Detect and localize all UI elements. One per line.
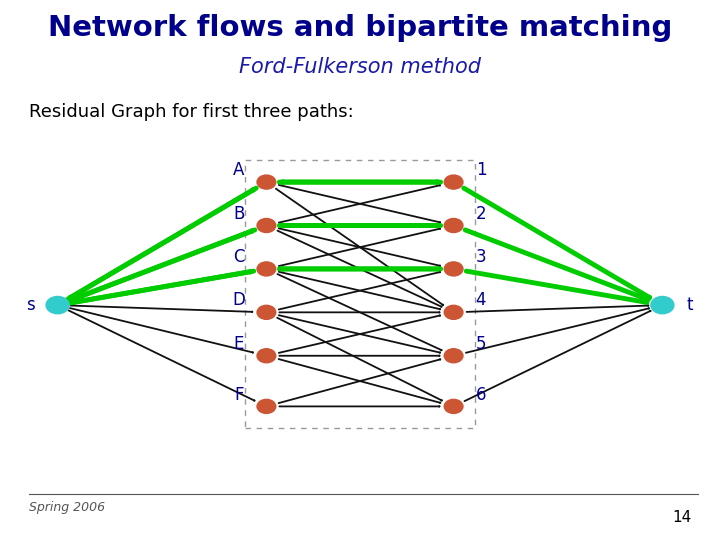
Circle shape: [257, 305, 276, 319]
Text: Residual Graph for first three paths:: Residual Graph for first three paths:: [29, 103, 354, 120]
Text: 1: 1: [476, 161, 486, 179]
Text: s: s: [26, 296, 35, 314]
Circle shape: [257, 349, 276, 363]
Circle shape: [444, 349, 463, 363]
Circle shape: [444, 219, 463, 233]
Text: D: D: [233, 292, 246, 309]
Circle shape: [46, 296, 69, 314]
Circle shape: [444, 400, 463, 414]
Text: F: F: [234, 386, 244, 403]
Circle shape: [257, 262, 276, 276]
Bar: [245, 160, 475, 428]
Text: E: E: [234, 335, 244, 353]
Text: 14: 14: [672, 510, 691, 525]
Text: Network flows and bipartite matching: Network flows and bipartite matching: [48, 14, 672, 42]
Text: A: A: [233, 161, 245, 179]
Circle shape: [257, 219, 276, 233]
Text: t: t: [686, 296, 693, 314]
Text: 3: 3: [476, 248, 486, 266]
Text: 5: 5: [476, 335, 486, 353]
Text: 2: 2: [476, 205, 486, 222]
Text: Spring 2006: Spring 2006: [29, 501, 105, 514]
Circle shape: [257, 400, 276, 414]
Text: C: C: [233, 248, 245, 266]
Circle shape: [257, 175, 276, 189]
Text: 4: 4: [476, 292, 486, 309]
Text: B: B: [233, 205, 245, 222]
Text: Ford-Fulkerson method: Ford-Fulkerson method: [239, 57, 481, 77]
Circle shape: [651, 296, 674, 314]
Circle shape: [444, 305, 463, 319]
Circle shape: [444, 175, 463, 189]
Circle shape: [444, 262, 463, 276]
Text: 6: 6: [476, 386, 486, 403]
